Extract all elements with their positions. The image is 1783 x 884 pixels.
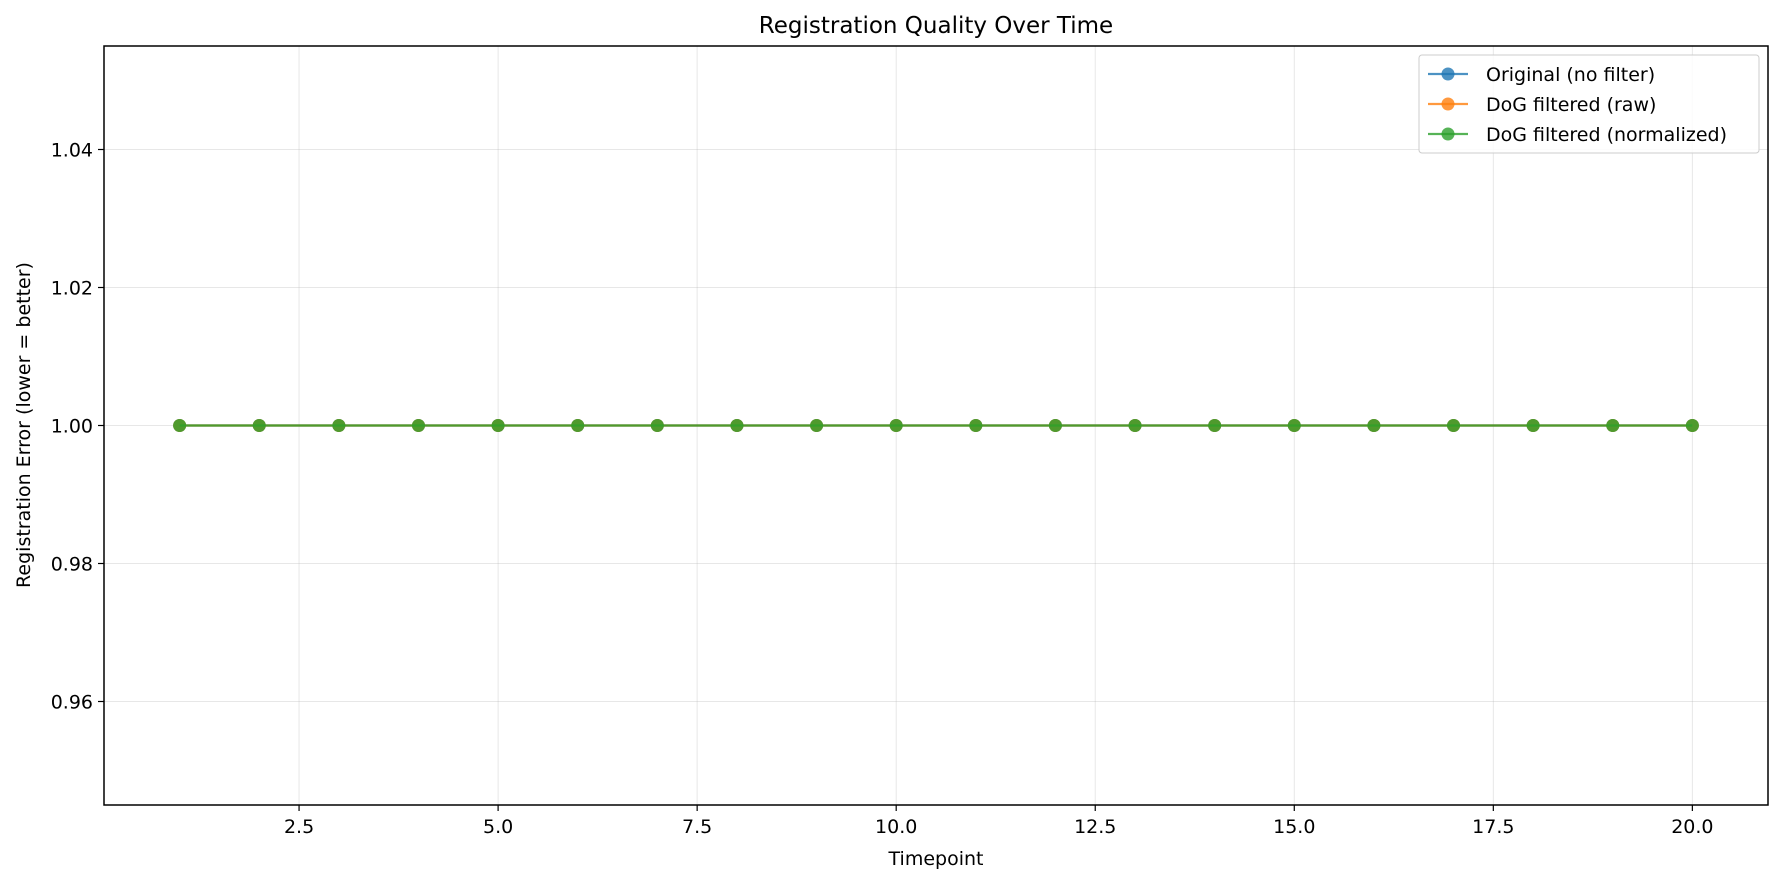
data-point [1367, 419, 1381, 432]
data-point [332, 419, 346, 432]
legend-marker [1441, 67, 1455, 81]
legend-marker [1441, 97, 1455, 111]
data-point [1048, 419, 1062, 432]
x-tick-label: 17.5 [1472, 816, 1514, 838]
data-point [730, 419, 744, 432]
x-axis: 2.5 5.0 7.5 10.0 12.5 15.0 17.5 20.0 [284, 805, 1714, 838]
data-point [1685, 419, 1699, 432]
x-tick-label: 15.0 [1273, 816, 1315, 838]
x-tick-label: 10.0 [875, 816, 917, 838]
x-tick-label: 5.0 [483, 816, 513, 838]
y-tick-label: 1.00 [51, 416, 93, 438]
legend-label: DoG filtered (raw) [1486, 94, 1656, 116]
y-tick-label: 0.98 [51, 554, 93, 576]
legend-entry: DoG filtered (normalized) [1428, 124, 1727, 146]
chart-title: Registration Quality Over Time [759, 13, 1113, 39]
legend-entries: Original (no filter) DoG filtered (raw) Do… [1428, 64, 1727, 146]
data-point [889, 419, 903, 432]
data-point [1606, 419, 1620, 432]
legend-label: DoG filtered (normalized) [1486, 124, 1727, 146]
y-tick-label: 0.96 [51, 692, 93, 714]
data-point [1447, 419, 1461, 432]
series-group [173, 419, 1699, 432]
data-point [571, 419, 585, 432]
x-tick-label: 2.5 [284, 816, 314, 838]
data-point [1128, 419, 1142, 432]
data-point [1526, 419, 1540, 432]
data-point [252, 419, 266, 432]
legend-frame [1418, 54, 1760, 154]
data-point [969, 419, 983, 432]
x-tick-label: 7.5 [682, 816, 712, 838]
data-point [1287, 419, 1301, 432]
x-axis-label: Timepoint [888, 848, 984, 870]
data-point [491, 419, 505, 432]
legend-label: Original (no filter) [1486, 64, 1655, 86]
y-axis: 0.96 0.98 1.00 1.02 1.04 [51, 140, 104, 714]
x-tick-label: 20.0 [1671, 816, 1713, 838]
y-tick-label: 1.02 [51, 278, 93, 300]
y-tick-label: 1.04 [51, 140, 93, 162]
legend-entry: Original (no filter) [1428, 64, 1655, 86]
data-point [411, 419, 425, 432]
data-point [810, 419, 824, 432]
data-point [650, 419, 664, 432]
legend-marker [1441, 127, 1455, 141]
legend: Original (no filter) DoG filtered (raw) Do… [1418, 54, 1760, 154]
data-point [173, 419, 187, 432]
data-point [1208, 419, 1222, 432]
y-axis-label: Registration Error (lower = better) [13, 262, 35, 588]
x-tick-label: 12.5 [1074, 816, 1116, 838]
legend-entry: DoG filtered (raw) [1428, 94, 1656, 116]
series-3 [173, 419, 1699, 432]
